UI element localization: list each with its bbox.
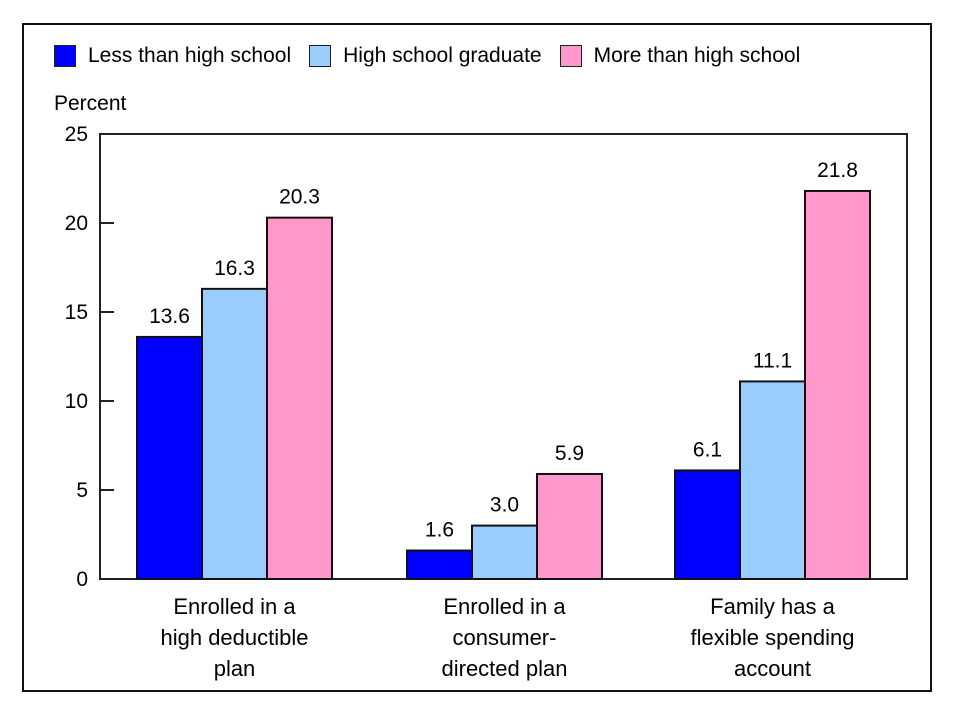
bar [201,287,268,580]
bar [406,549,473,581]
y-tick-label: 10 [65,390,88,413]
y-tick-label: 5 [76,479,88,502]
legend-item-less-than-high-school: Less than high school [54,44,291,68]
data-label: 11.1 [753,349,792,372]
x-category-label: Family has a [710,594,835,619]
x-category-label: plan [214,656,256,681]
bar [739,380,806,581]
bar [804,189,871,581]
legend-item-high-school-graduate: High school graduate [309,44,542,68]
legend-swatch [309,45,332,67]
x-category-label: Enrolled in a [173,594,296,619]
data-label: 1.6 [425,519,454,542]
data-label: 5.9 [555,442,584,465]
legend-label: High school graduate [343,44,542,67]
bar [674,469,741,581]
y-tick-label: 25 [65,123,88,146]
bar [536,472,603,581]
x-category-label: high deductible [160,625,308,650]
y-tick-label: 15 [65,301,88,324]
legend-label: Less than high school [88,44,292,67]
bar [136,335,203,581]
y-axis-title: Percent [54,92,127,115]
data-label: 20.3 [279,186,320,209]
data-label: 16.3 [214,257,255,280]
y-tick-label: 20 [65,212,88,235]
legend-swatch [559,45,582,67]
data-label: 3.0 [490,494,519,517]
legend: Less than high school High school gradua… [54,41,818,71]
x-category-label: consumer- [453,625,557,650]
legend-swatch [54,45,76,67]
x-category-label: Enrolled in a [443,594,566,619]
bar [266,216,333,580]
bar [471,524,538,580]
data-label: 21.8 [817,159,858,182]
x-category-label: account [734,656,811,681]
chart-frame [22,23,932,692]
x-category-label: flexible spending [691,625,855,650]
data-label: 13.6 [149,305,190,328]
data-label: 6.1 [693,438,722,461]
legend-item-more-than-high-school: More than high school [559,44,801,68]
x-category-label: directed plan [442,656,568,681]
y-tick-label: 0 [76,568,88,591]
legend-label: More than high school [593,44,801,67]
